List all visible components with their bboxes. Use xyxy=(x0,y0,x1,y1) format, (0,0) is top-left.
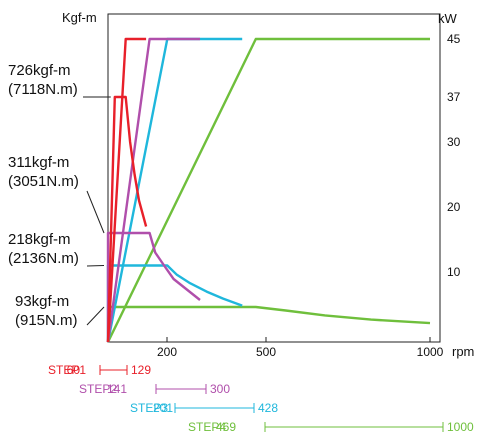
x-tick-label-1000: 1000 xyxy=(417,345,444,359)
step1-power-line xyxy=(106,37,147,343)
torque-annotation-leader-1 xyxy=(86,190,105,234)
torque-annotation-2: 218kgf-m xyxy=(8,231,71,248)
torque-annotation-3: 93kgf-m xyxy=(15,293,69,310)
step4-power-line xyxy=(106,37,430,343)
torque-annotation-leader-3 xyxy=(86,306,105,326)
left-axis-label: Kgf-m xyxy=(62,10,97,25)
right-tick-label-30: 30 xyxy=(447,135,461,149)
right-axis-label: kW xyxy=(438,11,458,26)
step4-rpm-from: 469 xyxy=(216,420,236,434)
step1-rpm-to: 129 xyxy=(131,363,151,377)
torque-annotation-sub-1: (3051N.m) xyxy=(8,173,79,190)
step2-label: STEP2 xyxy=(79,382,117,396)
right-tick-label-20: 20 xyxy=(447,200,461,214)
step3-rpm-from: 201 xyxy=(153,401,173,415)
x-unit-label: rpm xyxy=(452,344,474,359)
step2-power-line xyxy=(106,37,200,343)
step1-torque-line xyxy=(106,95,148,343)
step4-rpm-to: 1000 xyxy=(447,420,474,434)
step4-label: STEP4 xyxy=(188,420,226,434)
right-tick-label-10: 10 xyxy=(447,265,461,279)
torque-annotation-sub-2: (2136N.m) xyxy=(8,250,79,267)
step3-label: STEP3 xyxy=(130,401,168,415)
step3-torque-line xyxy=(106,264,243,342)
plot-frame xyxy=(107,13,441,343)
torque-annotation-1: 311kgf-m xyxy=(8,154,69,171)
x-tick-label-200: 200 xyxy=(157,345,177,359)
step1-label: STEP1 xyxy=(48,363,86,377)
step3-rpm-to: 428 xyxy=(258,401,278,415)
torque-annotation-leader-2 xyxy=(86,265,105,267)
step1-rpm-from: 60 xyxy=(67,363,81,377)
step2-rpm-to: 300 xyxy=(210,382,230,396)
step4-torque-line xyxy=(108,305,431,325)
right-tick-label-37: 37 xyxy=(447,90,461,104)
torque-annotation-sub-3: (915N.m) xyxy=(15,312,78,329)
torque-annotation-0: 726kgf-m xyxy=(8,62,71,79)
torque-annotation-sub-0: (7118N.m) xyxy=(8,81,78,98)
right-tick-label-45: 45 xyxy=(447,32,461,46)
step2-rpm-from: 141 xyxy=(107,382,127,396)
x-tick-label-500: 500 xyxy=(256,345,276,359)
